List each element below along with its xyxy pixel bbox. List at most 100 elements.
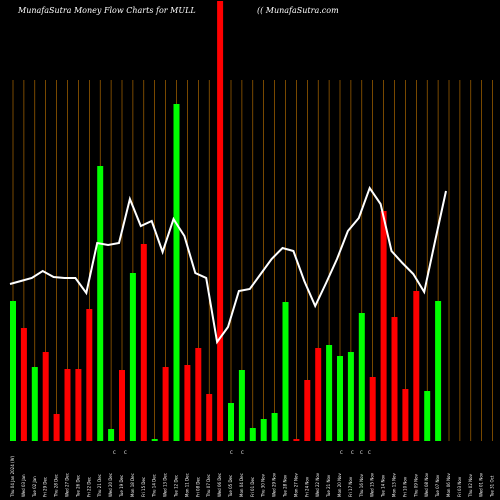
marker-label: C <box>241 450 244 455</box>
x-tick-label: Fri 17 Nov <box>348 476 353 497</box>
money-flow-bar <box>228 403 234 441</box>
money-flow-bar <box>108 429 115 441</box>
x-tick-label: Wed 22 Nov <box>315 472 320 497</box>
x-tick-label: Thu 30 Nov <box>261 473 266 498</box>
x-tick-label: Fri 22 Dec <box>86 477 91 497</box>
money-flow-bar <box>380 211 387 441</box>
money-flow-bar <box>358 313 365 441</box>
money-flow-bar <box>86 309 93 441</box>
money-flow-bar <box>129 273 136 441</box>
money-flow-bar <box>20 328 27 441</box>
money-flow-bar <box>151 439 158 441</box>
x-tick-label: Thu 09 Nov <box>413 473 418 498</box>
money-flow-bar <box>271 413 278 441</box>
money-flow-bar <box>293 439 300 441</box>
x-tick-label: Fri 29 Dec <box>43 477 48 497</box>
marker-label: C <box>360 450 363 455</box>
x-tick-label: Tue 31 Oct <box>490 475 495 498</box>
x-tick-label: Wed 27 Dec <box>65 473 70 497</box>
money-flow-bar <box>402 389 409 441</box>
x-tick-label: Fri 15 Dec <box>141 477 146 497</box>
x-axis-labels: Thu 04 Jan 2024 (IV) Wed 03 Jan Tue 02 Jan… <box>10 455 495 498</box>
money-flow-bar <box>64 369 71 441</box>
x-tick-label: Tue 14 Nov <box>381 474 386 498</box>
money-flow-bar <box>304 380 311 441</box>
money-flow-bar <box>282 302 289 441</box>
marker-label: C <box>368 450 371 455</box>
money-flow-bar <box>162 367 169 441</box>
money-flow-bar <box>195 348 202 441</box>
money-flow-bar <box>206 394 213 441</box>
money-flow-bar <box>97 166 104 441</box>
price-line <box>9 185 447 345</box>
x-tick-label: Wed 06 Dec <box>217 473 222 497</box>
money-flow-bar <box>337 356 343 441</box>
money-flow-bar <box>249 428 256 441</box>
x-tick-label: Tue 26 Dec <box>75 475 80 498</box>
money-flow-bar <box>173 104 180 441</box>
marker-label: C <box>113 450 116 455</box>
marker-label: C <box>351 450 354 455</box>
money-flow-bar <box>217 1 224 441</box>
marker-label: C <box>124 450 127 455</box>
x-tick-label: Thu 07 Dec <box>206 474 211 498</box>
x-tick-label: Mon 11 Dec <box>184 473 189 497</box>
x-tick-label: Mon 04 Dec <box>239 473 244 497</box>
x-tick-label: Tue 07 Nov <box>435 474 440 498</box>
money-flow-bars <box>10 1 442 441</box>
money-flow-bar <box>435 301 442 441</box>
x-tick-label: Wed 08 Nov <box>424 472 429 497</box>
money-flow-bar <box>391 317 398 441</box>
money-flow-bar <box>31 367 38 441</box>
price-line-layer <box>9 185 447 345</box>
x-tick-label: Fri 24 Nov <box>304 476 309 497</box>
x-tick-label: Mon 06 Nov <box>446 472 451 497</box>
x-tick-label: Wed 13 Dec <box>163 473 168 497</box>
money-flow-bar <box>413 291 420 441</box>
x-tick-label: Mon 20 Nov <box>337 472 342 497</box>
x-tick-label: Thu 16 Nov <box>359 473 364 498</box>
x-tick-label: Tue 19 Dec <box>119 475 124 498</box>
x-tick-label: Thu 28 Dec <box>54 474 59 498</box>
marker-label: C <box>230 450 233 455</box>
marker-label: C <box>340 450 343 455</box>
x-tick-label: Fri 10 Nov <box>402 476 407 497</box>
x-tick-label: Thu 02 Nov <box>468 473 473 498</box>
site-watermark: (( MunafaSutra.com <box>257 6 339 15</box>
money-flow-bar <box>424 391 431 441</box>
x-tick-label: Tue 02 Jan <box>32 476 37 498</box>
grid-lines <box>12 80 493 441</box>
money-flow-bar <box>369 377 376 441</box>
x-tick-label: Wed 03 Jan <box>21 474 26 497</box>
money-flow-bar <box>140 244 147 441</box>
x-tick-label: Mon 13 Nov <box>392 472 397 497</box>
x-tick-label: Tue 28 Nov <box>283 474 288 498</box>
x-tick-label: Wed 29 Nov <box>272 472 277 497</box>
money-flow-bar <box>347 352 354 441</box>
chart-title: MunafaSutra Money Flow Charts for MULL <box>18 6 196 15</box>
x-tick-label: Wed 01 Nov <box>479 472 484 497</box>
x-tick-label: Thu 04 Jan 2024 (IV) <box>10 455 15 498</box>
x-tick-label: Mon 18 Dec <box>130 473 135 497</box>
x-tick-label: Wed 20 Dec <box>108 473 113 497</box>
x-tick-label: Fri 01 Dec <box>250 477 255 497</box>
money-flow-bar <box>42 352 49 441</box>
x-tick-label: Tue 05 Dec <box>228 475 233 498</box>
money-flow-bar <box>184 365 191 441</box>
x-tick-label: Mon 27 Nov <box>293 472 298 497</box>
x-tick-label: Tue 12 Dec <box>174 475 179 498</box>
money-flow-bar <box>315 348 322 441</box>
x-tick-label: Thu 21 Dec <box>97 474 102 498</box>
x-tick-label: Wed 15 Nov <box>370 472 375 497</box>
money-flow-bar <box>119 370 125 441</box>
x-tick-label: Tue 21 Nov <box>326 474 331 498</box>
money-flow-bar <box>10 301 16 441</box>
money-flow-bar <box>326 345 333 441</box>
x-tick-label: Fri 03 Nov <box>457 476 462 497</box>
money-flow-bar <box>238 370 245 441</box>
x-tick-label: Fri 08 Dec <box>195 477 200 497</box>
x-tick-label: Thu 14 Dec <box>152 474 157 498</box>
money-flow-bar <box>53 414 60 441</box>
